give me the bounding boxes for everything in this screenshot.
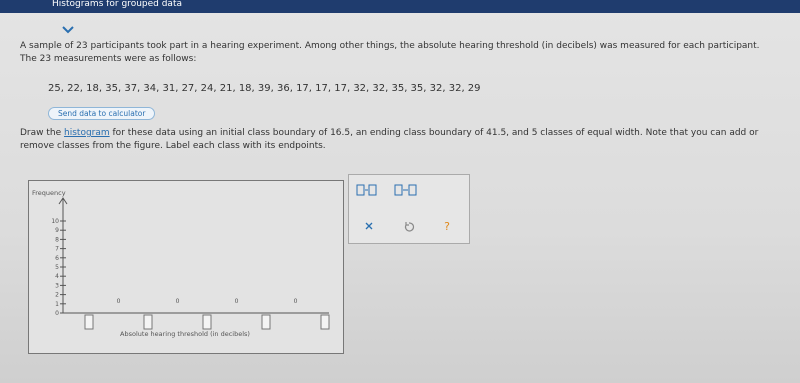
instructions-text: for these data using an initial class bo… [20, 128, 759, 151]
y-tick-label: 9 [55, 227, 59, 234]
instructions: Draw the histogram for these data using … [20, 127, 795, 153]
histogram-link[interactable]: histogram [64, 128, 110, 138]
y-tick-label: 1 [55, 301, 59, 308]
problem-intro: A sample of 23 participants took part in… [20, 41, 760, 64]
y-tick-label: 10 [51, 218, 59, 225]
class-boundary-input[interactable] [261, 314, 271, 330]
help-button[interactable]: ? [444, 220, 450, 233]
add-class-tool[interactable] [356, 184, 377, 196]
undo-button[interactable] [404, 222, 415, 232]
collapse-chevron[interactable] [60, 24, 76, 36]
toolbar: ? [348, 174, 470, 244]
bar-value-label: 0 [235, 298, 239, 305]
y-tick-label: 2 [55, 292, 59, 299]
y-tick-label: 8 [55, 236, 59, 243]
y-tick-label: 6 [55, 255, 59, 262]
y-arrow [58, 197, 68, 205]
y-axis-label: Frequency [32, 189, 66, 197]
clear-button[interactable] [365, 222, 373, 230]
y-tick-label: 7 [55, 246, 59, 253]
data-list: 25, 22, 18, 35, 37, 34, 31, 27, 24, 21, … [48, 83, 481, 94]
graph-panel: Frequency Absolute hearing threshold (in… [28, 180, 344, 354]
bar-value-label: 0 [176, 298, 180, 305]
class-boundary-input[interactable] [84, 314, 94, 330]
page-title: Histograms for grouped data [52, 0, 182, 9]
bar-value-label: 0 [117, 298, 121, 305]
bar-value-label: 0 [294, 298, 298, 305]
instructions-text: Draw the [20, 128, 62, 138]
y-tick-label: 3 [55, 282, 59, 289]
histogram-graph: Frequency Absolute hearing threshold (in… [32, 189, 330, 338]
remove-class-tool[interactable] [394, 184, 417, 196]
x-axis-label: Absolute hearing threshold (in decibels) [120, 330, 250, 338]
y-tick-label: 4 [55, 273, 59, 280]
y-tick-label: 0 [55, 310, 59, 317]
class-boundary-input[interactable] [320, 314, 330, 330]
top-bar: Histograms for grouped data [0, 0, 800, 13]
toolbar-icons: ? [356, 184, 450, 233]
y-tick-label: 5 [55, 264, 59, 271]
send-data-button[interactable]: Send data to calculator [48, 107, 156, 120]
class-boundary-input[interactable] [202, 314, 212, 330]
class-boundary-input[interactable] [143, 314, 153, 330]
